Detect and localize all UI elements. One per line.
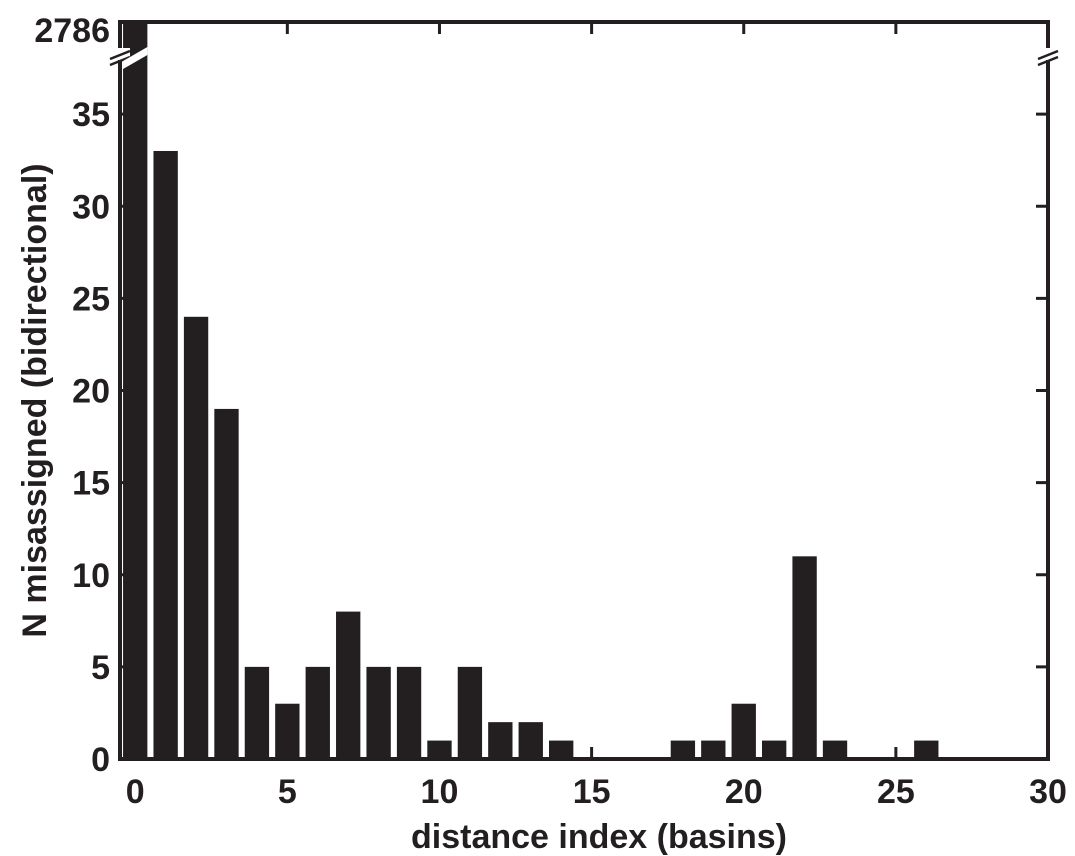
x-axis-label: distance index (basins) [411,818,787,856]
plot-frame [118,20,1050,761]
bar [336,611,361,759]
bar [153,150,178,760]
bar [822,740,848,759]
y-tick-label: 5 [91,649,110,687]
x-tick-label: 20 [725,773,763,811]
bars-group [123,22,939,760]
y-tick-label: 10 [72,557,110,595]
axis-break-left-line [109,49,131,61]
axis-break-left-line [109,55,131,67]
y-tick-label: 15 [72,465,110,503]
bar [914,740,939,759]
bar [792,556,817,759]
x-tick-label: 0 [126,773,145,811]
bar [518,722,543,759]
bar [549,740,574,759]
x-tick-label: 10 [421,773,459,811]
y-tick-label: 25 [72,280,110,318]
axis-break-right-line [1037,49,1059,61]
bar [670,740,696,759]
x-tick-label: 15 [573,773,611,811]
y-break-label: 2786 [34,12,110,50]
y-tick-label: 30 [72,188,110,226]
ticks-group: 0 5 10 15 20 25 30 0 5 10 15 20 25 30 35 [72,22,1067,811]
x-tick-label: 5 [278,773,297,811]
bar [305,666,330,759]
y-axis-label: N misassigned (bidirectional) [16,163,54,637]
bar [183,316,209,759]
x-tick-label: 25 [877,773,915,811]
x-tick-label: 30 [1029,773,1067,811]
bar [366,666,391,759]
y-tick-label: 35 [72,96,110,134]
axis-break-marks [109,47,1059,69]
y-tick-label: 20 [72,373,110,411]
bar [244,666,270,759]
bar [761,740,787,759]
bar [214,408,239,759]
bar [488,722,513,759]
bar [701,740,726,759]
bar [457,666,483,759]
axis-break-right-line [1037,55,1059,67]
bar-break-gap [123,47,148,69]
y-tick-label: 0 [91,741,110,779]
bar [396,666,422,759]
